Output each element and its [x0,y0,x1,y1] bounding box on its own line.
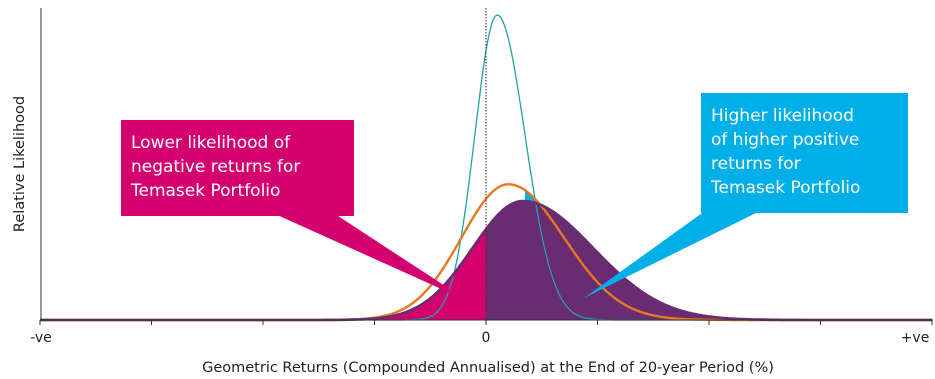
x-tick-label-zero: 0 [482,330,491,346]
callout-right-line-1: Higher likelihood [711,106,854,126]
x-axis-ticks [39,320,933,325]
callout-left-box [121,120,354,216]
callout-left-line-1: Lower likelihood of [131,133,291,153]
callout-left: Lower likelihood of negative returns for… [121,120,468,301]
callout-right: Higher likelihood of higher positive ret… [584,93,908,298]
callout-left-line-3: Temasek Portfolio [130,181,280,201]
y-axis-title: Relative Likelihood [12,96,28,232]
callout-right-line-4: Temasek Portfolio [710,178,860,198]
callout-left-pointer [275,214,468,301]
x-tick-label-negative: -ve [30,330,52,346]
callout-left-line-2: negative returns for [131,157,300,177]
negative-returns-fill [240,229,486,320]
callout-right-box [701,93,908,213]
callout-right-line-2: of higher positive [711,130,859,150]
callout-right-pointer [584,211,760,298]
x-axis-title: Geometric Returns (Compounded Annualised… [202,360,774,376]
x-tick-label-positive: +ve [901,330,930,346]
callout-right-line-3: returns for [711,154,801,174]
